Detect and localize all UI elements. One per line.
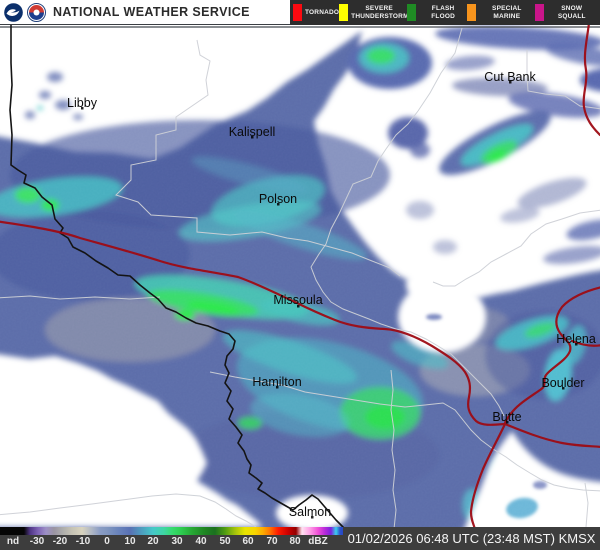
scale-label: 20 bbox=[147, 536, 159, 547]
city-label-kalispell: Kalispell bbox=[228, 125, 276, 139]
noaa-logo-icon bbox=[4, 2, 23, 22]
city-markers bbox=[81, 81, 578, 519]
logo-group bbox=[0, 2, 46, 22]
header: NATIONAL WEATHER SERVICE TORNADO SEVERE … bbox=[0, 0, 600, 25]
scale-label: 40 bbox=[195, 536, 207, 547]
radar-map[interactable]: Cut Bank Libby Kalispell Polson Missoula… bbox=[0, 25, 600, 527]
scale-label: -20 bbox=[52, 536, 68, 547]
snow-squall-swatch-icon bbox=[534, 4, 544, 21]
legend-item-snow-squall: SNOW SQUALL bbox=[534, 4, 597, 21]
scale-label: 10 bbox=[124, 536, 136, 547]
city-label-butte: Butte bbox=[492, 410, 522, 424]
scale-label: 80 bbox=[289, 536, 301, 547]
scale-label: -30 bbox=[29, 536, 45, 547]
legend-item-severe-thunderstorm: SEVERE THUNDERSTORM bbox=[339, 4, 409, 21]
reflectivity-color-scale bbox=[0, 527, 343, 535]
city-label-hamilton: Hamilton bbox=[252, 375, 302, 389]
city-label-boulder: Boulder bbox=[541, 376, 585, 390]
warning-legend: TORNADO SEVERE THUNDERSTORM FLASH FLOOD … bbox=[290, 0, 600, 25]
timestamp: 01/02/2026 06:48 UTC (23:48 MST) KMSX bbox=[347, 531, 596, 546]
city-label-salmon: Salmon bbox=[288, 505, 332, 519]
scale-label: 0 bbox=[104, 536, 110, 547]
city-label-missoula: Missoula bbox=[273, 293, 323, 307]
scale-label: dBZ bbox=[308, 536, 328, 547]
legend-label: SEVERE THUNDERSTORM bbox=[351, 5, 409, 20]
status-bar: nd -30 -20 -10 0 10 20 30 40 50 60 70 80… bbox=[0, 527, 600, 550]
legend-label: FLASH FLOOD bbox=[431, 5, 455, 20]
special-marine-swatch-icon bbox=[467, 4, 477, 21]
city-label-libby: Libby bbox=[67, 96, 97, 110]
legend-label: SNOW SQUALL bbox=[557, 5, 586, 20]
radar-imagery bbox=[0, 25, 600, 527]
legend-label: SPECIAL MARINE bbox=[492, 5, 522, 20]
city-label-cut-bank: Cut Bank bbox=[484, 70, 536, 84]
city-label-polson: Polson bbox=[258, 192, 298, 206]
scale-label: 30 bbox=[171, 536, 183, 547]
nws-logo-icon bbox=[27, 2, 46, 22]
highways bbox=[0, 25, 600, 527]
agency-title: NATIONAL WEATHER SERVICE bbox=[53, 5, 250, 19]
legend-item-special-marine: SPECIAL MARINE bbox=[467, 4, 534, 21]
scale-label: 60 bbox=[242, 536, 254, 547]
legend-item-tornado: TORNADO bbox=[293, 4, 339, 21]
legend-item-flash-flood: FLASH FLOOD bbox=[407, 4, 467, 21]
state-boundary bbox=[9, 25, 345, 527]
scale-label: -10 bbox=[75, 536, 91, 547]
legend-label: TORNADO bbox=[305, 8, 340, 16]
scale-label: 70 bbox=[266, 536, 278, 547]
severe-thunderstorm-swatch-icon bbox=[339, 4, 349, 21]
tornado-swatch-icon bbox=[293, 4, 302, 21]
scale-label: 50 bbox=[219, 536, 231, 547]
scale-labels: nd -30 -20 -10 0 10 20 30 40 50 60 70 80… bbox=[0, 535, 343, 550]
flash-flood-swatch-icon bbox=[407, 4, 417, 21]
scale-label: nd bbox=[6, 536, 20, 547]
county-boundaries bbox=[0, 27, 600, 527]
city-label-helena: Helena bbox=[556, 332, 596, 346]
